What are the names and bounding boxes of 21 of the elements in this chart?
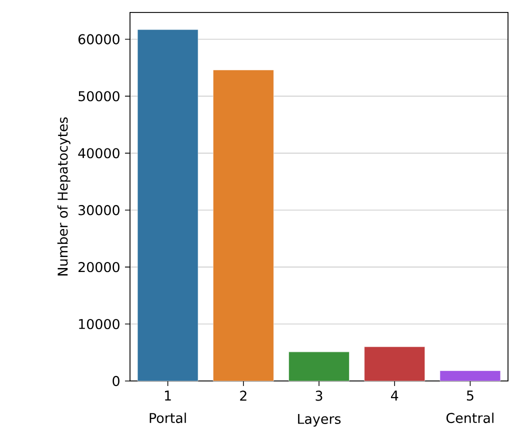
bar [213, 70, 274, 382]
x-tick-label: 4 [390, 390, 398, 400]
bar [364, 346, 425, 382]
y-tick-label: 10000 [79, 318, 120, 330]
x-tick-label: 2 [240, 390, 246, 401]
text: Portal [150, 412, 186, 424]
x-tick-label: 3 [316, 390, 322, 401]
y-tick-label: 40000 [78, 148, 120, 158]
y-tick-label: 30000 [78, 205, 120, 216]
text: Central [446, 412, 494, 424]
x-axis-title: Layers [298, 414, 341, 427]
bar [440, 370, 501, 382]
y-tick-label: 50000 [78, 91, 120, 102]
y-tick-label: 60000 [78, 34, 120, 44]
y-tick-label: 20000 [78, 262, 120, 272]
x-tick-label: 1 [165, 390, 171, 400]
y-axis-title: Number of Hepatocytes [57, 117, 70, 276]
bar [288, 352, 350, 382]
y-tick-label: 0 [112, 376, 120, 386]
x-tick-label: 5 [466, 390, 474, 401]
bar [137, 29, 198, 382]
